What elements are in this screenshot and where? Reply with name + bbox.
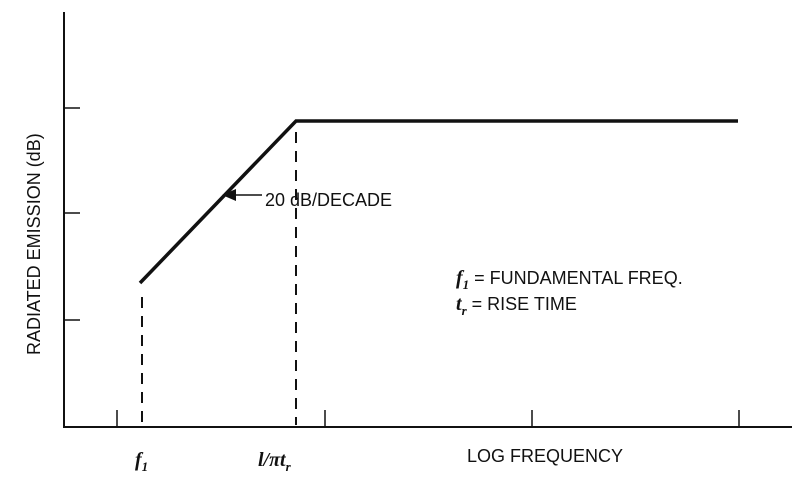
slope-label: 20 dB/DECADE	[265, 190, 392, 210]
slope-annotation: 20 dB/DECADE	[222, 189, 392, 210]
series-line	[138, 119, 738, 285]
arrow-icon	[222, 189, 236, 201]
legend: f1 = FUNDAMENTAL FREQ. tr = RISE TIME	[456, 267, 683, 318]
legend-item-f1: f1 = FUNDAMENTAL FREQ.	[456, 267, 683, 292]
x-tick-label-corner: l/πtr	[258, 449, 292, 474]
x-tick-label-f1: f1	[135, 449, 148, 474]
y-axis-label: RADIATED EMISSION (dB)	[24, 133, 44, 355]
x-axis-label: LOG FREQUENCY	[467, 446, 623, 466]
legend-item-tr: tr = RISE TIME	[456, 293, 577, 318]
